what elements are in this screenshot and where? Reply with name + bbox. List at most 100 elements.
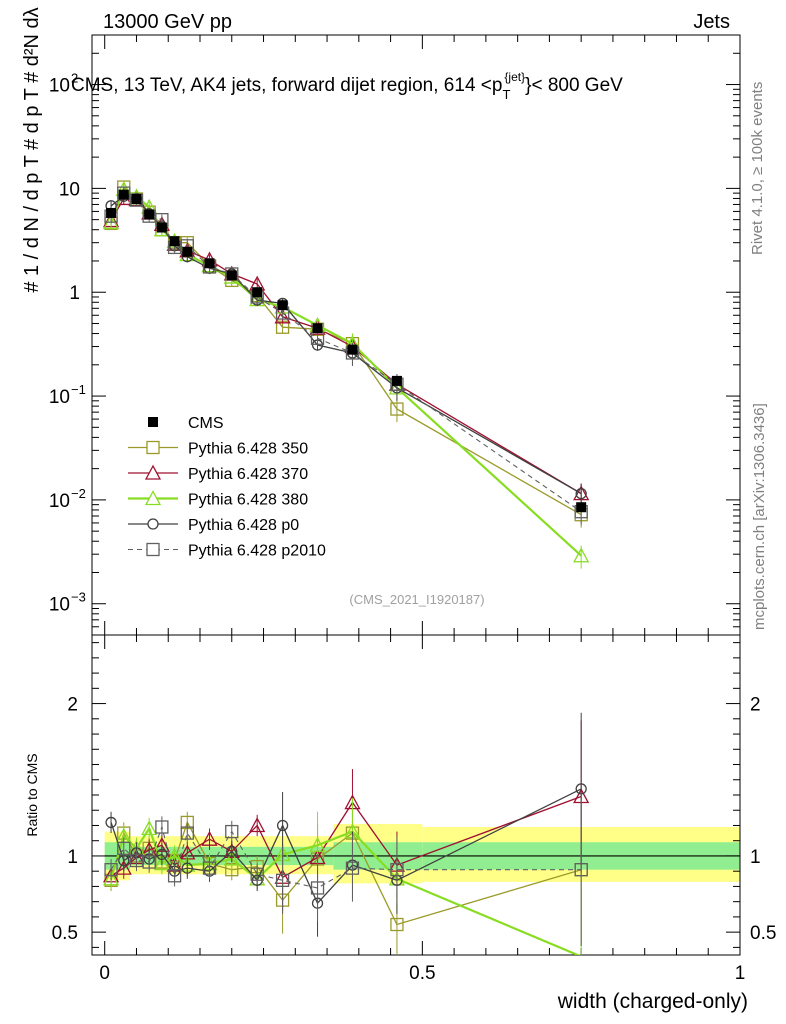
legend-label: Pythia 6.428 380 bbox=[188, 492, 308, 509]
ratio-point bbox=[105, 816, 117, 829]
y-tick-label: 10 bbox=[49, 595, 70, 616]
legend-label: Pythia 6.428 p0 bbox=[188, 517, 299, 534]
ratio-point bbox=[181, 862, 193, 874]
ratio-point bbox=[117, 841, 131, 855]
y-tick-exponent: −1 bbox=[71, 382, 86, 397]
plot-title-sub: T bbox=[502, 87, 510, 102]
data-point bbox=[576, 502, 587, 513]
legend-item-p2010: Pythia 6.428 p2010 bbox=[128, 543, 326, 560]
header-right: Jets bbox=[693, 11, 730, 33]
data-point bbox=[390, 402, 404, 416]
data-point bbox=[144, 209, 155, 220]
ratio-point bbox=[226, 845, 238, 858]
ratio-point bbox=[275, 873, 290, 887]
legend-item-p350: Pythia 6.428 350 bbox=[128, 441, 308, 458]
data-point bbox=[575, 487, 587, 500]
y-tick-label: 10 bbox=[59, 179, 80, 200]
ratio-point bbox=[156, 848, 168, 861]
rivet-label: Rivet 4.1.0, ≥ 100k events bbox=[749, 82, 766, 255]
ratio-point bbox=[155, 820, 169, 834]
ratio-frame bbox=[91, 634, 741, 956]
legend-marker bbox=[146, 440, 160, 455]
mcplots-label: mcplots.cern.ch [arXiv:1306.3436] bbox=[751, 403, 768, 630]
header-left: 13000 GeV pp bbox=[103, 11, 232, 33]
data-point bbox=[312, 323, 323, 334]
svg-text:# 1 / d N / d p T # d p: # 1 / d N / d p T # d p T # d²N dλ bbox=[21, 7, 43, 292]
ratio-point bbox=[390, 917, 404, 932]
data-point bbox=[182, 246, 193, 257]
x-axis-label: width (charged-only) bbox=[557, 990, 748, 1013]
data-point bbox=[226, 270, 237, 281]
ratio-point bbox=[250, 867, 264, 881]
data-point bbox=[118, 189, 129, 200]
ratio-plot bbox=[102, 712, 590, 955]
ratio-point bbox=[153, 855, 170, 871]
data-point bbox=[347, 344, 358, 355]
data-point bbox=[573, 547, 590, 563]
legend-marker bbox=[146, 542, 160, 557]
legend-marker bbox=[147, 518, 159, 530]
ratio-point bbox=[167, 869, 182, 883]
ratio-point bbox=[142, 855, 156, 869]
ratio-point bbox=[104, 863, 118, 877]
data-point bbox=[277, 300, 288, 311]
ratio-point bbox=[249, 817, 266, 833]
ratio-point bbox=[115, 859, 132, 875]
data-point bbox=[106, 207, 117, 218]
legend-item-p0: Pythia 6.428 p0 bbox=[128, 517, 299, 534]
ratio-y-tick-label-right: 2 bbox=[750, 695, 761, 716]
ratio-ylabel: Ratio to CMS bbox=[24, 753, 40, 836]
legend-marker bbox=[144, 490, 162, 506]
ratio-point bbox=[223, 850, 240, 866]
data-point bbox=[131, 194, 142, 205]
plot-title-end: }< 800 GeV bbox=[525, 75, 623, 96]
legend-label: CMS bbox=[188, 415, 224, 432]
y-tick-label: 10 bbox=[49, 387, 70, 408]
ratio-point bbox=[276, 819, 289, 832]
ratio-point bbox=[390, 863, 404, 877]
plot-title: CMS, 13 TeV, AK4 jets, forward dijet reg… bbox=[71, 70, 623, 102]
main-plot bbox=[102, 180, 590, 569]
plot-title-main: CMS, 13 TeV, AK4 jets, forward dijet reg… bbox=[71, 75, 502, 96]
ratio-point bbox=[129, 853, 144, 868]
y-tick-exponent: −3 bbox=[71, 590, 86, 605]
ratio-point bbox=[202, 861, 217, 875]
legend-label: Pythia 6.428 p2010 bbox=[188, 543, 326, 560]
legend: CMS Pythia 6.428 350 Pythia 6.428 370 Pythi… bbox=[128, 415, 326, 560]
data-point bbox=[391, 375, 402, 386]
ratio-y-tick-label: 0.5 bbox=[52, 923, 78, 944]
ratio-y-tick-label-right: 0.5 bbox=[750, 923, 776, 944]
ratio-point bbox=[225, 824, 239, 839]
ratio-y-tick-label: 1 bbox=[67, 847, 78, 868]
legend-marker bbox=[144, 464, 162, 480]
y-tick-exponent: 2 bbox=[71, 71, 78, 86]
data-point bbox=[252, 287, 263, 298]
legend-item-p380: Pythia 6.428 380 bbox=[128, 490, 308, 509]
x-tick-label: 0 bbox=[99, 963, 110, 984]
data-point bbox=[204, 258, 215, 269]
ratio-y-tick-label: 2 bbox=[67, 695, 78, 716]
ratio-point bbox=[102, 870, 120, 886]
y-tick-label: 1 bbox=[69, 283, 80, 304]
watermark: (CMS_2021_I1920187) bbox=[349, 592, 484, 607]
plot-title-sup: {jet} bbox=[504, 70, 525, 84]
legend-marker bbox=[148, 417, 158, 427]
x-tick-label: 1 bbox=[735, 963, 746, 984]
ratio-point bbox=[345, 861, 360, 875]
x-tick-label: 0.5 bbox=[409, 963, 435, 984]
main-ylabel: # 1 / d N / d p T # d p T # d²N dλ bbox=[21, 7, 43, 292]
y-tick-label: 10 bbox=[49, 76, 70, 97]
series-cms bbox=[106, 189, 587, 513]
ratio-point bbox=[201, 830, 218, 846]
data-point bbox=[156, 222, 167, 233]
legend-label: Pythia 6.428 370 bbox=[188, 466, 308, 483]
y-tick-exponent: −2 bbox=[71, 486, 86, 501]
ratio-point bbox=[141, 820, 158, 836]
ratio-point bbox=[310, 881, 325, 895]
ratio-y-tick-label-right: 1 bbox=[750, 847, 761, 868]
ratio-point bbox=[309, 836, 326, 852]
ratio-series-p2010 bbox=[104, 793, 588, 946]
legend-item-p370: Pythia 6.428 370 bbox=[128, 464, 308, 483]
